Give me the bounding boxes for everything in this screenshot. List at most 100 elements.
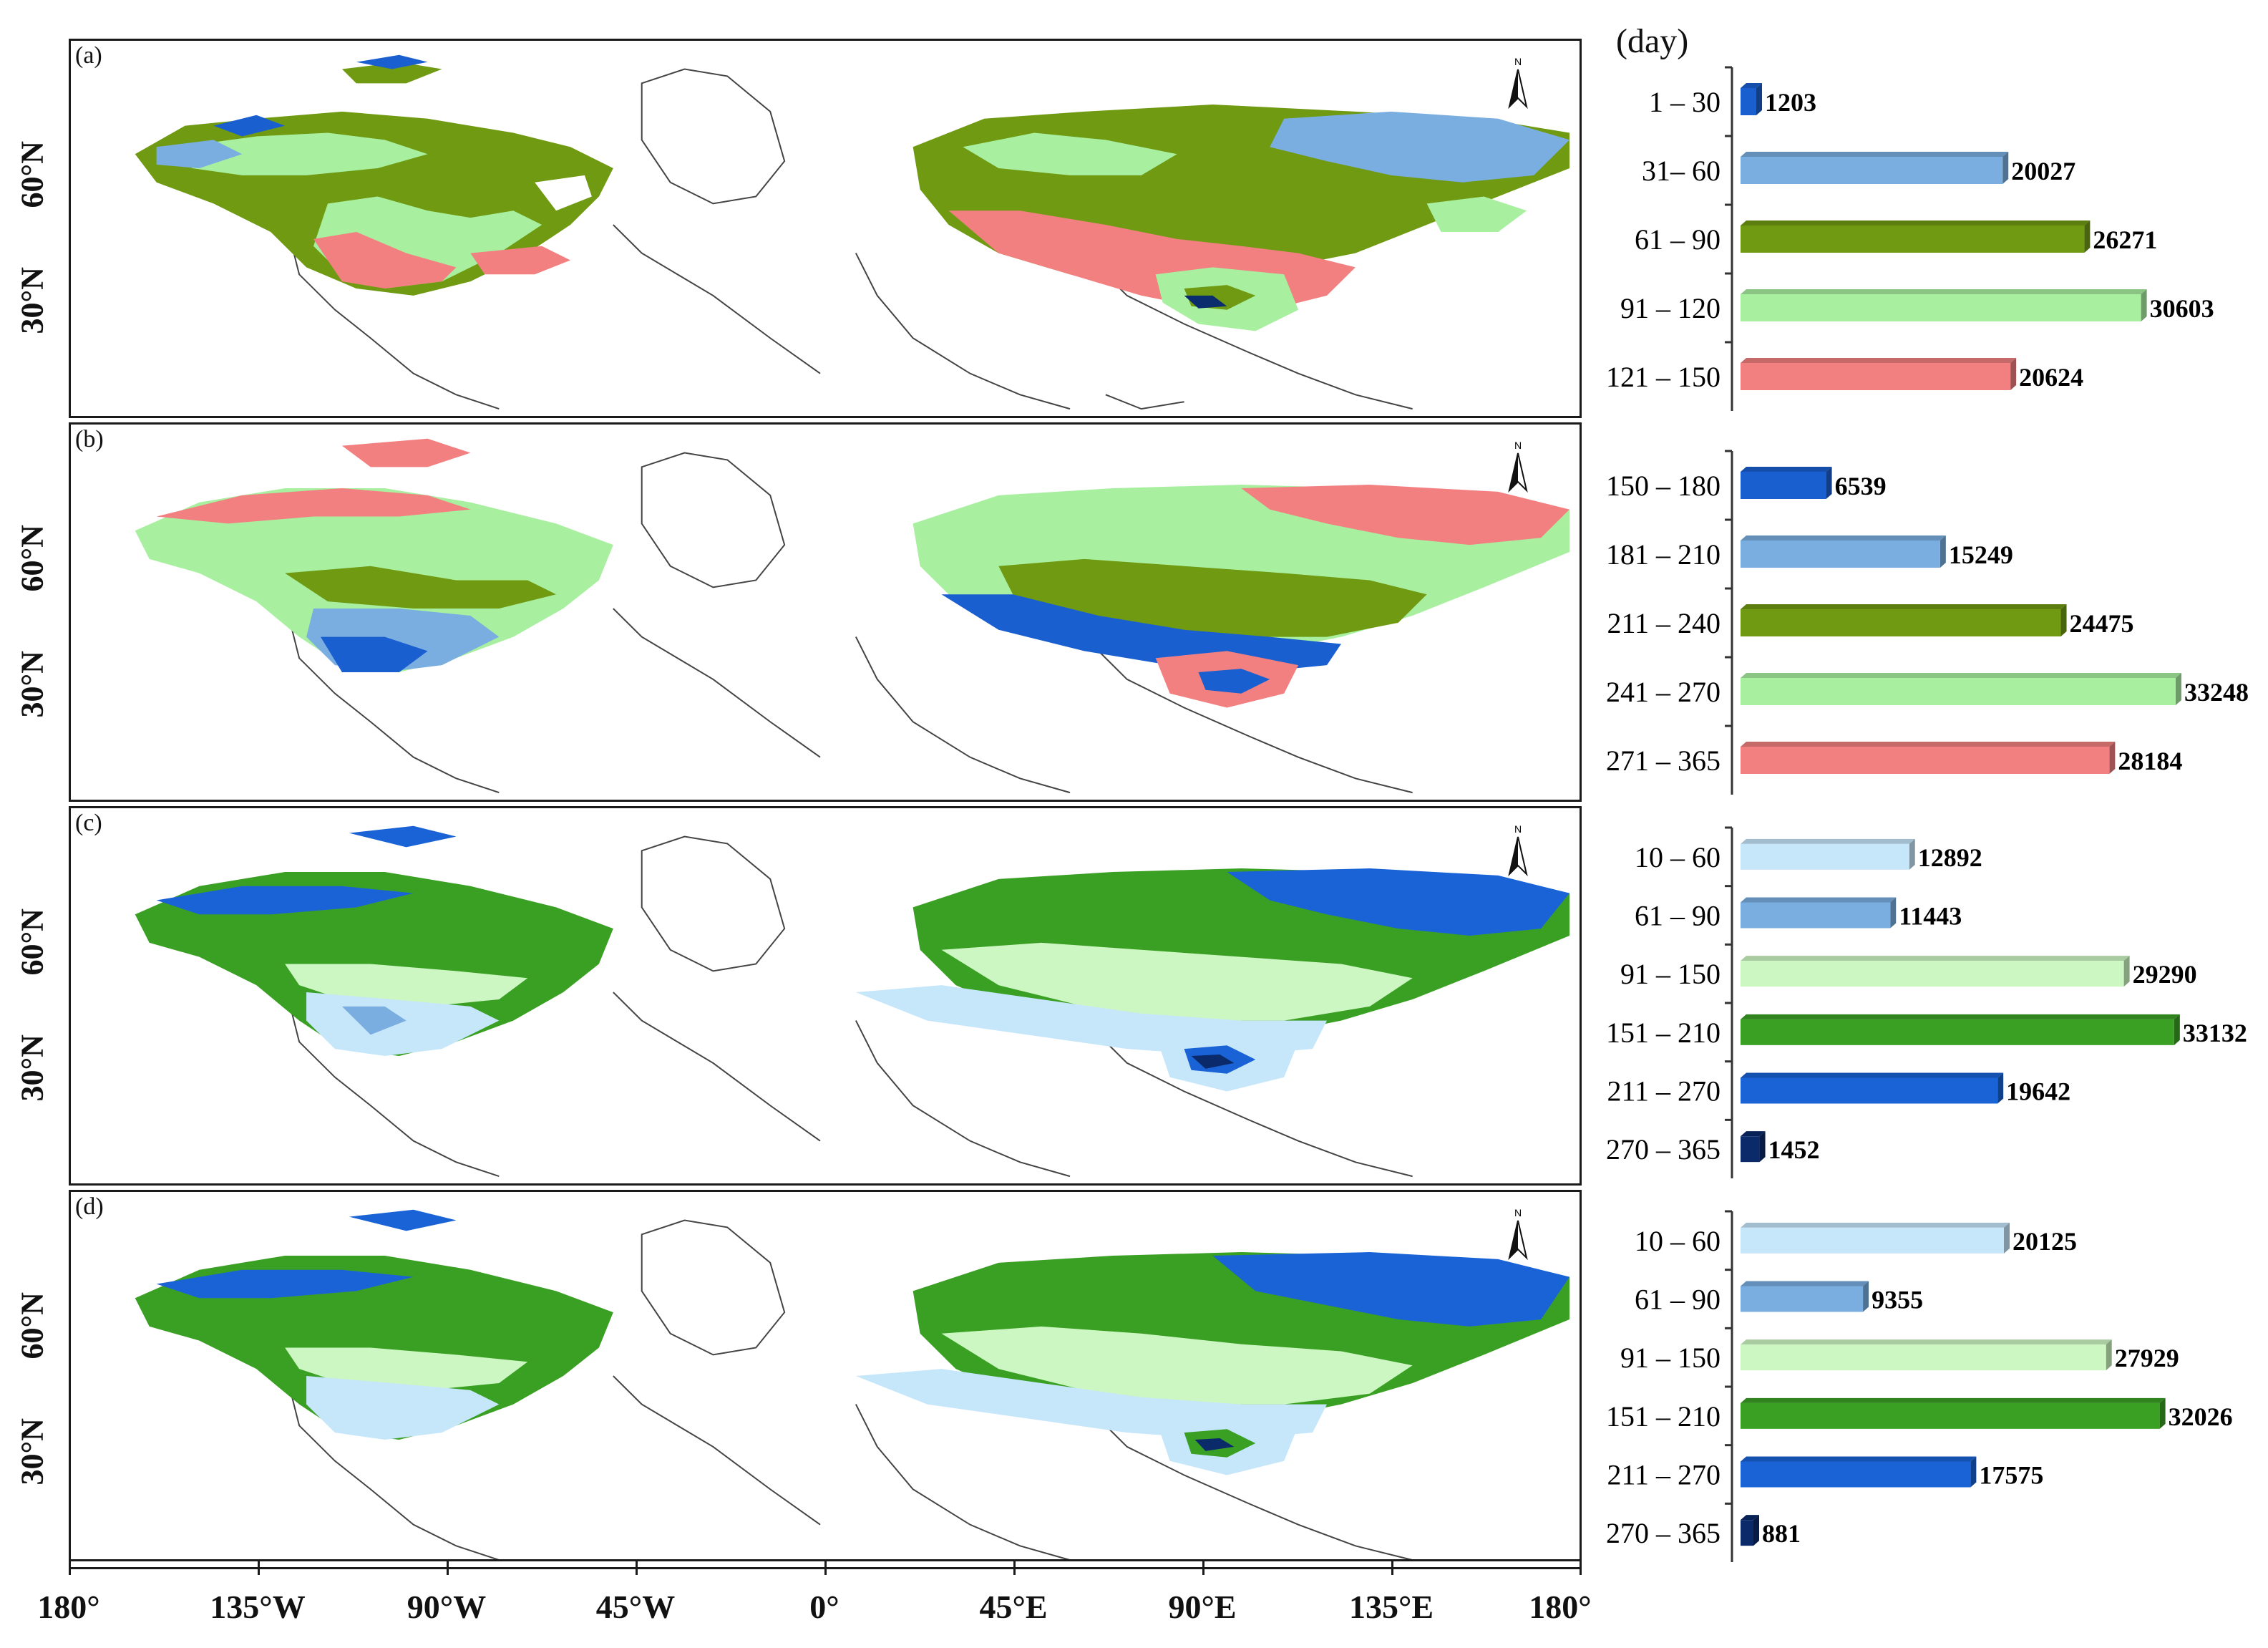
category-label: 270 – 365 [1606, 1133, 1721, 1165]
map-b [135, 438, 1570, 794]
bar-side [1863, 1281, 1869, 1312]
longitude-axis [69, 1559, 1582, 1561]
lat-label-30n-a: 30°N [14, 267, 50, 334]
bar-side [2174, 1014, 2180, 1045]
bar [1741, 609, 2061, 636]
bar-top [1741, 1397, 2166, 1403]
bar-top [1741, 897, 1897, 903]
map-a [135, 54, 1570, 410]
category-label: 61 – 90 [1635, 900, 1721, 932]
bar [1741, 472, 1826, 499]
map-panel-c: (c) N [69, 806, 1582, 1186]
bar [1741, 1227, 2004, 1254]
lat-label-60n-d: 60°N [14, 1292, 50, 1359]
category-label: 91 – 150 [1620, 1342, 1721, 1374]
lat-label-30n-d: 30°N [14, 1418, 50, 1485]
bar-value-label: 15249 [1949, 541, 2013, 569]
bar-side [2010, 358, 2017, 390]
bar-chart-a: 1 – 30 1203 31– 60 20027 61 – 90 26271 91 – 12… [1589, 39, 2268, 418]
bar-top [1741, 1222, 2010, 1228]
category-label: 10 – 60 [1635, 1225, 1721, 1257]
map-panel-b: (b) N [69, 422, 1582, 802]
map-d [135, 1209, 1570, 1561]
bar-side [1940, 535, 1946, 568]
bar [1741, 902, 1891, 929]
north-arrow-icon: N [1504, 439, 1532, 496]
bar-top [1741, 1456, 1977, 1462]
bar-side [2175, 673, 2181, 705]
bar-top [1741, 535, 1946, 541]
bar-side [2123, 956, 2130, 987]
bar-chart-b: 150 – 180 6539 181 – 210 15249 211 – 240 2447… [1589, 422, 2268, 802]
lon-tick [1580, 1561, 1582, 1575]
bar-value-label: 12892 [1918, 843, 1982, 872]
bar-value-label: 17575 [1979, 1461, 2043, 1490]
lon-label-135w: 135°W [210, 1589, 306, 1625]
lon-tick [636, 1561, 638, 1575]
bar [1741, 747, 2110, 774]
category-label: 181 – 210 [1606, 538, 1721, 571]
bar-value-label: 20624 [2019, 363, 2083, 392]
panel-label-b: (b) [75, 426, 104, 452]
bar-chart-c: 10 – 60 12892 61 – 90 11443 91 – 150 29290 151… [1589, 806, 2268, 1186]
bar-side [2159, 1397, 2166, 1429]
bar-top [1741, 838, 1915, 844]
category-label: 61 – 90 [1635, 1284, 1721, 1316]
bar-value-label: 26271 [2093, 226, 2157, 254]
bar-value-label: 30603 [2150, 294, 2214, 323]
north-symbol: N [1514, 1207, 1522, 1218]
bar-top [1741, 289, 2147, 294]
category-label: 121 – 150 [1606, 361, 1721, 393]
lon-label-180w: 180° [37, 1589, 100, 1625]
lon-tick [1013, 1561, 1016, 1575]
category-label: 10 – 60 [1635, 841, 1721, 873]
bar-top [1741, 1072, 2004, 1078]
bar-chart-svg-a: 1 – 30 1203 31– 60 20027 61 – 90 26271 91 – 12… [1606, 66, 2214, 411]
bar [1741, 1520, 1753, 1546]
bar-side [1890, 897, 1897, 929]
bar-chart-svg-c: 10 – 60 12892 61 – 90 11443 91 – 150 29290 151… [1606, 826, 2247, 1178]
lon-tick [69, 1561, 71, 1575]
lat-label-60n-a: 60°N [14, 141, 50, 208]
bar-side [2002, 152, 2009, 184]
bar-side [2106, 1339, 2112, 1371]
bar-value-label: 19642 [2006, 1077, 2070, 1106]
lon-label-90w: 90°W [407, 1589, 487, 1625]
lon-label-45e: 45°E [979, 1589, 1048, 1625]
bar-top [1741, 358, 2017, 363]
bar-side [1997, 1072, 2004, 1104]
bar [1741, 541, 1940, 568]
lon-label-135e: 135°E [1348, 1589, 1434, 1625]
bar-top [1741, 1131, 1766, 1137]
map-panel-d: (d) N [69, 1190, 1582, 1569]
category-label: 150 – 180 [1606, 470, 1721, 502]
map-panel-a: (a) N [69, 39, 1582, 418]
bar-value-label: 32026 [2169, 1402, 2233, 1431]
category-label: 91 – 150 [1620, 958, 1721, 990]
north-symbol: N [1514, 56, 1522, 67]
bar [1741, 1019, 2174, 1045]
bar [1741, 1077, 1998, 1104]
bar-value-label: 1452 [1768, 1135, 1820, 1164]
bar-top [1741, 1014, 2180, 1019]
bar-top [1741, 673, 2181, 678]
north-arrow-icon: N [1504, 55, 1532, 112]
unit-label: (day) [1616, 22, 1689, 60]
bar-side [1756, 83, 1762, 115]
panel-label-a: (a) [75, 42, 102, 69]
bar-side [1826, 467, 1832, 499]
panel-label-d: (d) [75, 1193, 104, 1220]
category-label: 31– 60 [1642, 155, 1721, 187]
north-arrow-icon: N [1504, 823, 1532, 880]
bar-top [1741, 742, 2116, 747]
bar-value-label: 881 [1762, 1519, 1801, 1548]
lon-tick [258, 1561, 260, 1575]
bar [1741, 1286, 1864, 1312]
lat-label-30n-b: 30°N [14, 651, 50, 718]
lat-label-60n-c: 60°N [14, 908, 50, 976]
category-label: 270 – 365 [1606, 1517, 1721, 1549]
bar-value-label: 24475 [2070, 609, 2134, 638]
bar [1741, 363, 2011, 390]
category-label: 91 – 120 [1620, 292, 1721, 324]
bar-value-label: 33248 [2184, 678, 2249, 707]
